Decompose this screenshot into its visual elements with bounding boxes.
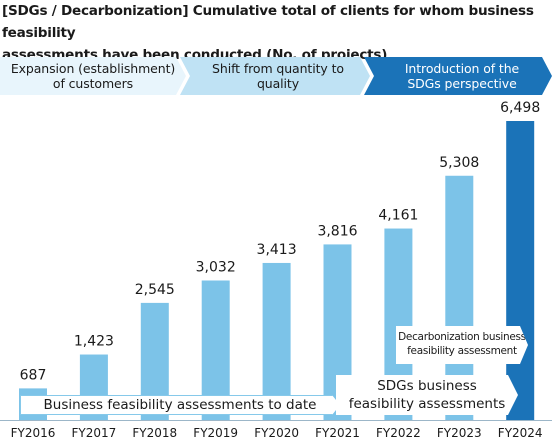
chart-title: [SDGs / Decarbonization] Cumulative tota… — [2, 3, 534, 63]
value-label-fy2020: 3,413 — [257, 242, 297, 258]
phase-label-expansion: Expansion (establishment) of customers — [10, 61, 176, 91]
x-tick-fy2023: FY2023 — [437, 426, 482, 440]
x-tick-fy2017: FY2017 — [72, 426, 117, 440]
x-tick-fy2021: FY2021 — [315, 426, 360, 440]
bar-fy2024 — [506, 121, 535, 420]
x-tick-fy2016: FY2016 — [11, 426, 56, 440]
phase-arrow-quality: Shift from quantity to quality — [180, 57, 370, 95]
phase-arrow-sdgs: Introduction of the SDGs perspective — [364, 57, 552, 95]
value-label-fy2016: 687 — [20, 367, 47, 383]
value-label-fy2021: 3,816 — [317, 223, 357, 239]
bar-fy2020 — [262, 262, 291, 420]
x-tick-fy2018: FY2018 — [132, 426, 177, 440]
note-decarbonization-assessment: Decarbonization business feasibility ass… — [396, 326, 528, 364]
value-label-fy2024: 6,498 — [500, 100, 540, 116]
note-sdgs-assessments: SDGs business feasibility assessments — [336, 375, 518, 415]
value-label-fy2023: 5,308 — [439, 155, 479, 171]
value-label-fy2017: 1,423 — [74, 334, 114, 350]
x-tick-fy2020: FY2020 — [254, 426, 299, 440]
x-tick-fy2024: FY2024 — [498, 426, 543, 440]
value-label-fy2022: 4,161 — [378, 208, 418, 224]
x-tick-fy2022: FY2022 — [376, 426, 421, 440]
value-label-fy2018: 2,545 — [135, 282, 175, 298]
value-label-fy2019: 3,032 — [196, 259, 236, 275]
phase-label-quality: Shift from quantity to quality — [212, 61, 344, 91]
x-tick-fy2019: FY2019 — [193, 426, 238, 440]
note-total-assessments: Business feasibility assessments to date — [20, 395, 339, 415]
phase-arrow-expansion: Expansion (establishment) of customers — [0, 57, 186, 95]
phase-label-sdgs: Introduction of the SDGs perspective — [404, 61, 520, 91]
